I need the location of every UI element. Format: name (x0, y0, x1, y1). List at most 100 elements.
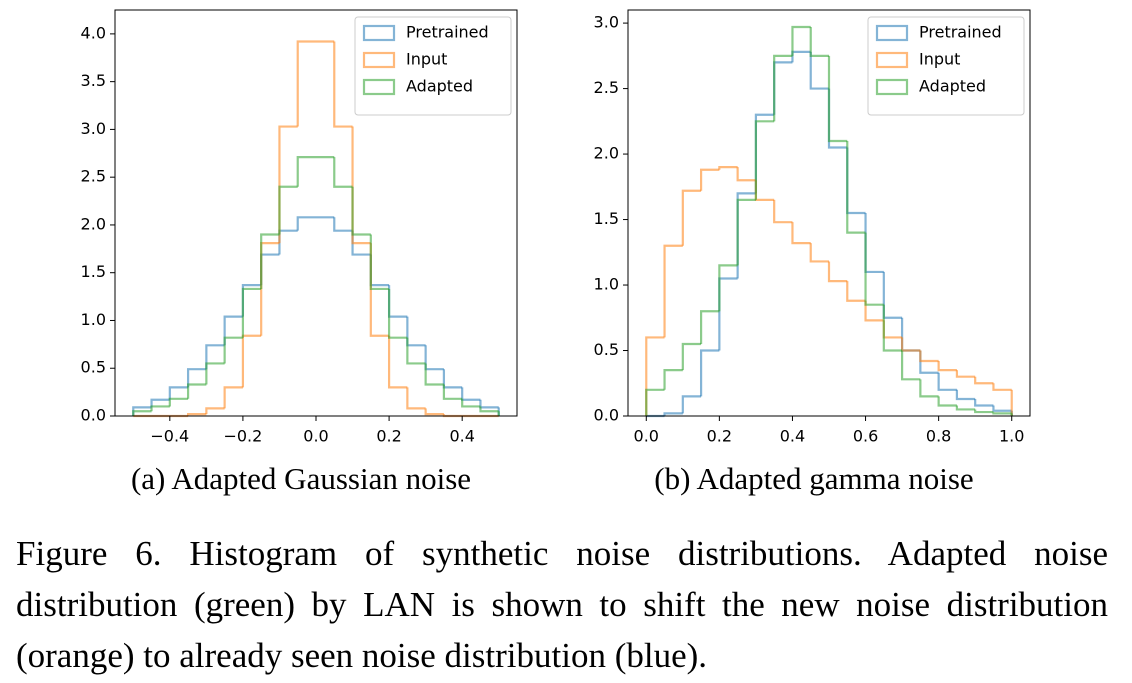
histogram-step (718, 264, 738, 312)
histogram-step (681, 395, 702, 414)
figure-caption: Figure 6. Histogram of synthetic noise d… (16, 534, 1108, 675)
histogram-step (442, 369, 463, 389)
figure: −0.4 −0.2 0.0 0.2 0.4 0.0 0.5 1.0 1.5 2.0 2.5 3.0 3.… (81, 9, 1031, 496)
histogram-step (955, 389, 976, 401)
histogram-step (406, 337, 426, 365)
histogram-step (754, 113, 775, 194)
legend-swatch (875, 78, 909, 96)
histogram-step (333, 41, 353, 128)
histogram-step (974, 398, 994, 407)
histogram-step (827, 261, 848, 283)
y-tick-label: 0.5 (81, 358, 106, 377)
histogram-step (974, 409, 994, 414)
legend-label: Pretrained (406, 23, 489, 42)
histogram-step (937, 396, 957, 407)
histogram-step (736, 192, 756, 279)
histogram-step (681, 342, 702, 371)
histogram-step (663, 369, 683, 390)
legend-label: Pretrained (919, 23, 1002, 42)
y-tick-label: 3.0 (594, 13, 619, 32)
histogram-step (424, 345, 444, 371)
histogram-step (296, 156, 316, 187)
x-tick-label: 0.4 (449, 427, 474, 446)
histogram-step (406, 316, 426, 347)
x-tick-label: 0.2 (376, 427, 401, 446)
x-tick-label: 0.6 (853, 427, 878, 446)
y-tick-label: 1.5 (594, 209, 619, 228)
histogram-step (864, 300, 884, 322)
histogram-step (150, 398, 170, 408)
subcaption: (a) Adapted Gaussian noise (131, 461, 471, 496)
histogram-step (882, 271, 903, 319)
histogram-step (186, 383, 207, 399)
histogram-step (992, 405, 1012, 412)
histogram-step (260, 241, 280, 336)
x-tick-label: 0.0 (634, 427, 659, 446)
histogram-step (864, 232, 884, 306)
histogram-step (260, 233, 280, 289)
histogram-step (809, 27, 829, 57)
plot-frame (627, 9, 1031, 417)
histogram-step (278, 229, 298, 255)
histogram-step (864, 213, 884, 274)
histogram-step (791, 222, 811, 245)
histogram-step (223, 315, 243, 346)
histogram-step (333, 157, 353, 188)
histogram-step (791, 50, 811, 63)
histogram-step (479, 406, 499, 413)
x-tick-label: 0.4 (780, 427, 805, 446)
legend-label: Adapted (919, 77, 986, 96)
histogram-step (369, 254, 390, 287)
histogram-step (205, 362, 225, 385)
histogram-step (955, 370, 976, 378)
y-tick-label: 0.5 (594, 340, 619, 359)
histogram-step (351, 126, 371, 245)
histogram-step (351, 186, 371, 236)
histogram-step (168, 397, 189, 407)
histogram-step (992, 383, 1012, 391)
histogram-step (974, 376, 994, 385)
legend-swatch (362, 51, 396, 69)
histogram-step (223, 336, 243, 364)
histogram-step (186, 368, 207, 388)
y-tick-label: 3.5 (81, 71, 106, 90)
histogram-step (150, 405, 170, 412)
histogram-step (736, 167, 756, 182)
y-tick-label: 2.0 (81, 214, 106, 233)
subcaption: (b) Adapted gamma noise (654, 461, 973, 496)
histogram-step (663, 244, 683, 338)
histogram-step (296, 216, 316, 231)
histogram-step (442, 384, 463, 400)
legend-swatch (875, 24, 909, 42)
histogram-step (645, 388, 665, 416)
y-tick-label: 2.0 (594, 144, 619, 163)
histogram-step (369, 234, 390, 291)
histogram-step (919, 350, 939, 363)
legend-swatch (362, 78, 396, 96)
y-tick-label: 4.0 (81, 23, 106, 42)
x-tick-label: 1.0 (999, 427, 1024, 446)
histogram-step (424, 363, 444, 386)
histogram-step (846, 140, 866, 234)
y-tick-label: 1.0 (81, 310, 106, 329)
x-tick-label: −0.2 (223, 427, 262, 446)
histogram-step (424, 408, 444, 416)
y-tick-label: 3.0 (81, 119, 106, 138)
histogram-step (809, 51, 829, 90)
histogram-step (809, 243, 829, 263)
y-tick-label: 1.5 (81, 262, 106, 281)
y-tick-label: 2.5 (594, 78, 619, 97)
histogram-step (699, 310, 720, 344)
legend-label: Adapted (406, 77, 473, 96)
histogram-step (132, 410, 152, 416)
histogram-step (278, 125, 298, 244)
histogram-step (827, 88, 848, 149)
histogram-step (900, 337, 921, 352)
histogram-step (900, 350, 921, 381)
histogram-step (296, 40, 316, 127)
histogram-step (186, 412, 207, 416)
histogram-step (754, 180, 775, 202)
histogram-step (773, 199, 793, 224)
histogram-step (937, 372, 957, 391)
histogram-step (754, 120, 775, 200)
